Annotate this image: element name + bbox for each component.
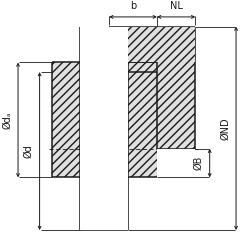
Text: NL: NL bbox=[170, 1, 182, 11]
Text: ØB: ØB bbox=[194, 156, 204, 170]
Text: ØND: ØND bbox=[220, 117, 230, 140]
Bar bbox=[80, 26, 128, 63]
Bar bbox=[157, 149, 195, 178]
Bar bbox=[109, 26, 195, 149]
Text: b: b bbox=[130, 1, 136, 11]
Text: Ødₐ: Ødₐ bbox=[2, 111, 12, 129]
Bar bbox=[80, 26, 128, 230]
Bar bbox=[52, 62, 157, 178]
Bar bbox=[109, 26, 195, 63]
Text: Ød: Ød bbox=[24, 144, 34, 158]
Bar bbox=[109, 26, 195, 63]
